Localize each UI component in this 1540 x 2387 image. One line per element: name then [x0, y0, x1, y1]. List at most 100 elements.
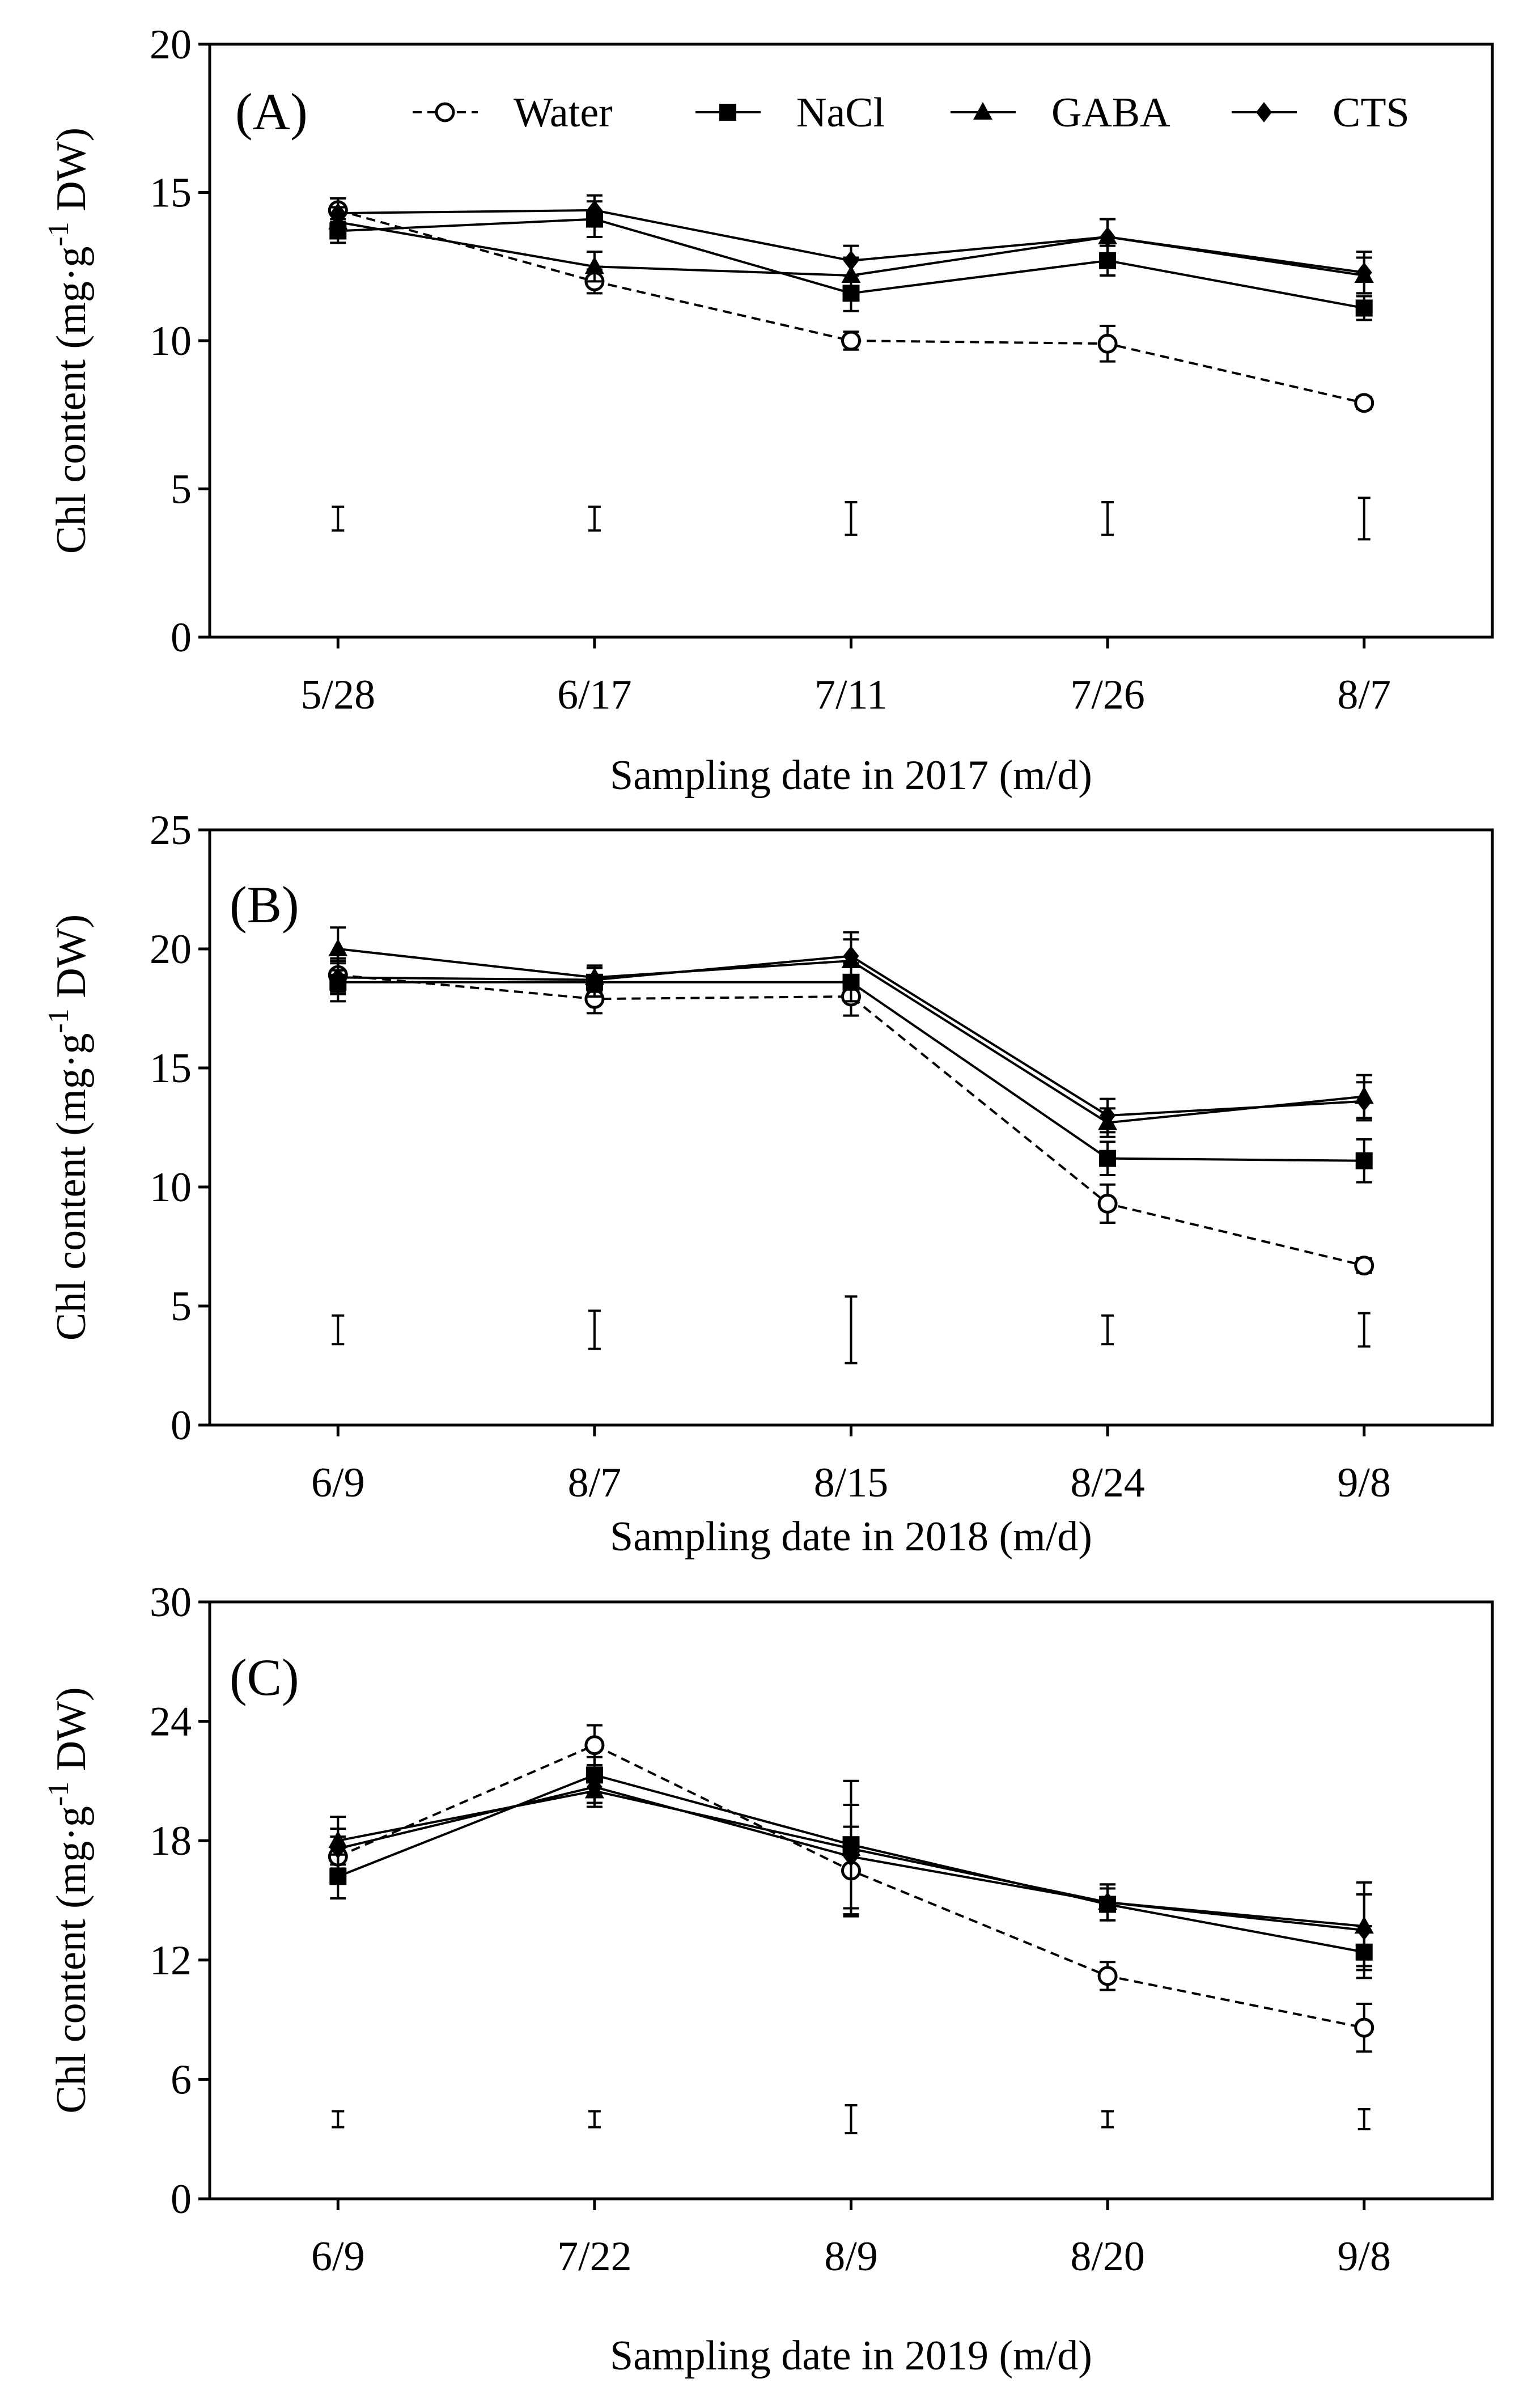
lsd-bar: [332, 2110, 345, 2129]
x-tick-label: 5/28: [301, 672, 376, 718]
data-point-water-open-circle-marker: [1097, 333, 1118, 354]
series-cts: [330, 194, 1372, 295]
y-axis-title: Chl content (mg·g-1 DW): [43, 1687, 95, 2113]
y-axis-title: Chl content (mg·g-1 DW): [43, 128, 95, 554]
lsd-bar: [1357, 497, 1371, 541]
series-cts: [330, 931, 1372, 1134]
y-axis-title-superscript: -1: [43, 1782, 75, 1806]
data-point-cts-diamond-marker: [586, 1777, 603, 1797]
legend-marker-water-open-circle-marker: [435, 102, 455, 122]
lsd-bar: [1357, 1312, 1371, 1348]
panel-label: (A): [235, 83, 308, 141]
y-tick-label: 10: [150, 318, 192, 364]
lsd-bar: [1101, 1314, 1114, 1346]
lsd-bar: [845, 501, 858, 536]
y-tick-label: 24: [150, 1699, 192, 1745]
y-axis-title-main: Chl content (mg·g: [48, 1033, 95, 1341]
data-point-cts-diamond-marker: [330, 967, 346, 988]
y-tick-label: 5: [171, 1283, 192, 1330]
legend-item-gaba: GABA: [951, 90, 1170, 136]
lsd-bar: [588, 505, 601, 532]
data-point-water-open-circle-marker: [1354, 1256, 1374, 1276]
lsd-bar: [588, 2110, 601, 2129]
y-tick-label: 0: [171, 1402, 192, 1449]
data-point-nacl-square-marker: [329, 1868, 347, 1885]
data-point-nacl-square-marker: [1355, 1152, 1373, 1169]
data-point-gaba-triangle-marker: [584, 256, 604, 274]
y-tick-label: 12: [150, 1937, 192, 1984]
x-tick-label: 8/7: [568, 1460, 622, 1506]
lsd-bar: [845, 1295, 858, 1364]
legend-label: NaCl: [796, 90, 885, 136]
panel-label: (C): [230, 1648, 299, 1706]
lsd-bar: [1101, 501, 1114, 536]
legend-label: GABA: [1051, 90, 1170, 136]
y-tick-label: 20: [150, 22, 192, 68]
data-point-cts-diamond-marker: [1356, 262, 1372, 283]
chart-panels: 0 5 10 15 20 5/28 6/17 7/11 7/26 8/7 Sampling date…: [43, 22, 1494, 2379]
chart-panel-1: 0 5 10 15 20 5/28 6/17 7/11 7/26 8/7 Sampling date…: [43, 22, 1494, 799]
x-tick-label: 9/8: [1337, 2233, 1391, 2280]
y-axis-title-superscript: -1: [43, 222, 75, 246]
x-tick-label: 8/24: [1070, 1460, 1145, 1506]
chart-panel-2: 0 5 10 15 20 25 6/9 8/7 8/15 8/24 9/8 Sampling date…: [43, 807, 1494, 1560]
lsd-bar: [332, 1314, 345, 1346]
x-tick-label: 7/22: [557, 2233, 632, 2280]
data-point-nacl-square-marker: [1355, 299, 1373, 317]
y-axis-title-tail: DW): [48, 1687, 95, 1781]
lsd-bar: [588, 1309, 601, 1350]
x-tick-label: 9/8: [1337, 1460, 1391, 1506]
lsd-bar: [332, 505, 345, 532]
x-tick-label: 8/7: [1337, 672, 1391, 718]
legend-marker-gaba-triangle-marker: [973, 102, 992, 120]
y-tick-label: 15: [150, 1045, 192, 1092]
data-point-cts-diamond-marker: [1100, 226, 1116, 247]
y-axis-title: Chl content (mg·g-1 DW): [43, 914, 95, 1341]
x-tick-label: 6/17: [557, 672, 632, 718]
y-tick-label: 18: [150, 1818, 192, 1864]
y-tick-label: 25: [150, 807, 192, 854]
x-tick-label: 8/9: [824, 2233, 878, 2280]
data-point-cts-diamond-marker: [330, 1838, 346, 1859]
y-tick-label: 0: [171, 614, 192, 661]
data-point-cts-diamond-marker: [1356, 1920, 1372, 1941]
legend-label: CTS: [1333, 90, 1410, 136]
data-point-cts-diamond-marker: [586, 969, 603, 990]
chart-panel-3: 0 6 12 18 24 30 6/9 7/22 8/9 8/20 9/8 Sampling date…: [43, 1579, 1494, 2379]
data-point-cts-diamond-marker: [1100, 1892, 1116, 1913]
x-axis-title: Sampling date in 2017 (m/d): [610, 752, 1092, 799]
lsd-bar: [1357, 2108, 1371, 2131]
y-axis-title-main: Chl content (mg·g: [48, 1806, 95, 2114]
data-point-water-open-circle-marker: [1097, 1966, 1118, 1986]
x-tick-label: 7/26: [1070, 672, 1145, 718]
data-point-cts-diamond-marker: [586, 200, 603, 221]
data-point-cts-diamond-marker: [330, 203, 346, 224]
x-tick-label: 8/15: [814, 1460, 889, 1506]
y-axis-title-main: Chl content (mg·g: [48, 247, 95, 554]
data-point-cts-diamond-marker: [843, 250, 859, 271]
series-line-water: [338, 974, 1365, 1267]
y-tick-label: 5: [171, 467, 192, 513]
data-point-nacl-square-marker: [1099, 1150, 1117, 1167]
legend-marker-cts-diamond-marker: [1256, 102, 1272, 122]
y-tick-label: 0: [171, 2176, 192, 2223]
data-point-cts-diamond-marker: [1100, 1105, 1116, 1126]
y-axis-title-tail: DW): [48, 128, 95, 222]
data-point-cts-diamond-marker: [843, 1846, 859, 1867]
panel-label: (B): [230, 876, 299, 934]
lsd-bar: [1101, 2110, 1114, 2129]
y-tick-label: 10: [150, 1164, 192, 1211]
x-tick-label: 6/9: [311, 1460, 365, 1506]
legend-label: Water: [514, 90, 613, 136]
y-tick-label: 30: [150, 1579, 192, 1626]
data-point-water-open-circle-marker: [584, 1735, 605, 1756]
lsd-bar: [845, 2104, 858, 2135]
y-tick-label: 6: [171, 2057, 192, 2103]
data-point-cts-diamond-marker: [843, 946, 859, 966]
data-point-water-open-circle-marker: [1097, 1193, 1118, 1214]
legend-item-nacl: NaCl: [695, 90, 885, 136]
x-axis-title: Sampling date in 2018 (m/d): [610, 1513, 1092, 1560]
data-point-gaba-triangle-marker: [328, 939, 348, 956]
